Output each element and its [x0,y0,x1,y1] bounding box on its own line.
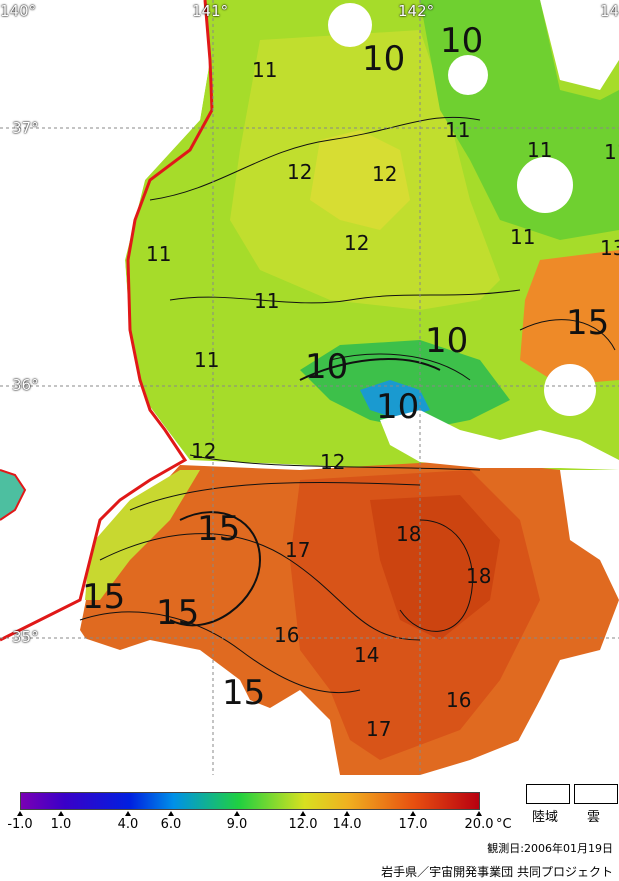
colorbar-tick [476,811,482,816]
isotherm-label: 14 [354,643,380,667]
credit-line: 岩手県／宇宙開発事業団 共同プロジェクト [381,865,613,879]
isotherm-label: 17 [366,717,392,741]
sea-surface-temperature-map: 140° 141° 142° 14 37° 36° 35° 10 10 11 1… [0,0,619,775]
isotherm-label: 15 [156,593,200,633]
temperature-colorbar [20,792,480,810]
isotherm-label: 12 [287,160,313,184]
colorbar-tick-label: 4.0 [117,817,139,832]
isotherm-label: 18 [466,564,492,588]
colorbar-tick [234,811,240,816]
isotherm-label: 11 [146,242,172,266]
isotherm-label: 15 [197,509,241,549]
isotherm-label: 11 [252,58,278,82]
isotherm-label: 12 [320,450,346,474]
cloud-legend-label: 雲 [587,810,601,825]
isotherm-label: 11 [194,348,220,372]
colorbar-tick-label: 14.0 [332,817,362,832]
longitude-label-142: 142° [398,2,435,20]
colorbar-tick-label: 17.0 [398,817,428,832]
colorbar-tick [300,811,306,816]
longitude-label-140: 140° [0,2,37,20]
colorbar-tick-label: 1.0 [50,817,72,832]
isotherm-label: 18 [396,522,422,546]
isotherm-label: 11 [604,140,619,164]
latitude-label-35: 35° [12,628,39,646]
colorbar-tick-label: -1.0 [7,817,33,832]
isotherm-label: 11 [445,118,471,142]
isotherm-label: 10 [376,387,420,427]
latitude-label-37: 37° [12,119,39,137]
isotherm-label: 16 [446,688,472,712]
longitude-label-141: 141° [192,2,229,20]
isotherm-label: 12 [372,162,398,186]
colorbar-tick-label: 6.0 [160,817,182,832]
isotherm-label: 10 [425,321,469,361]
temperature-unit: °C [496,817,512,832]
isotherm-label: 15 [82,577,126,617]
isotherm-label: 17 [285,538,311,562]
isotherm-label: 11 [254,289,280,313]
latitude-label-36: 36° [12,376,39,394]
colorbar-tick [58,811,64,816]
isotherm-label: 13 [600,236,619,260]
isotherm-label: 11 [510,225,536,249]
isotherm-label: 12 [344,231,370,255]
isotherm-label: 11 [527,138,553,162]
colorbar-tick [344,811,350,816]
colorbar-tick-label: 20.0 [464,817,494,832]
colorbar-tick [168,811,174,816]
land-legend-swatch [526,784,570,804]
colorbar-tick [17,811,23,816]
isotherm-label: 15 [222,673,266,713]
longitude-label-143: 14 [600,2,619,20]
colorbar-tick-label: 9.0 [226,817,248,832]
isotherm-label: 10 [305,347,349,387]
isotherm-label: 10 [362,39,406,79]
colorbar-tick-label: 12.0 [288,817,318,832]
isotherm-label: 16 [274,623,300,647]
cloud-legend-swatch [574,784,618,804]
isotherm-label: 15 [566,303,610,343]
isotherm-label: 12 [191,439,217,463]
isotherm-label: 10 [440,21,484,61]
colorbar-tick [410,811,416,816]
colorbar-tick [125,811,131,816]
land-legend-label: 陸域 [532,810,559,825]
observation-date: 観測日:2006年01月19日 [487,842,613,855]
